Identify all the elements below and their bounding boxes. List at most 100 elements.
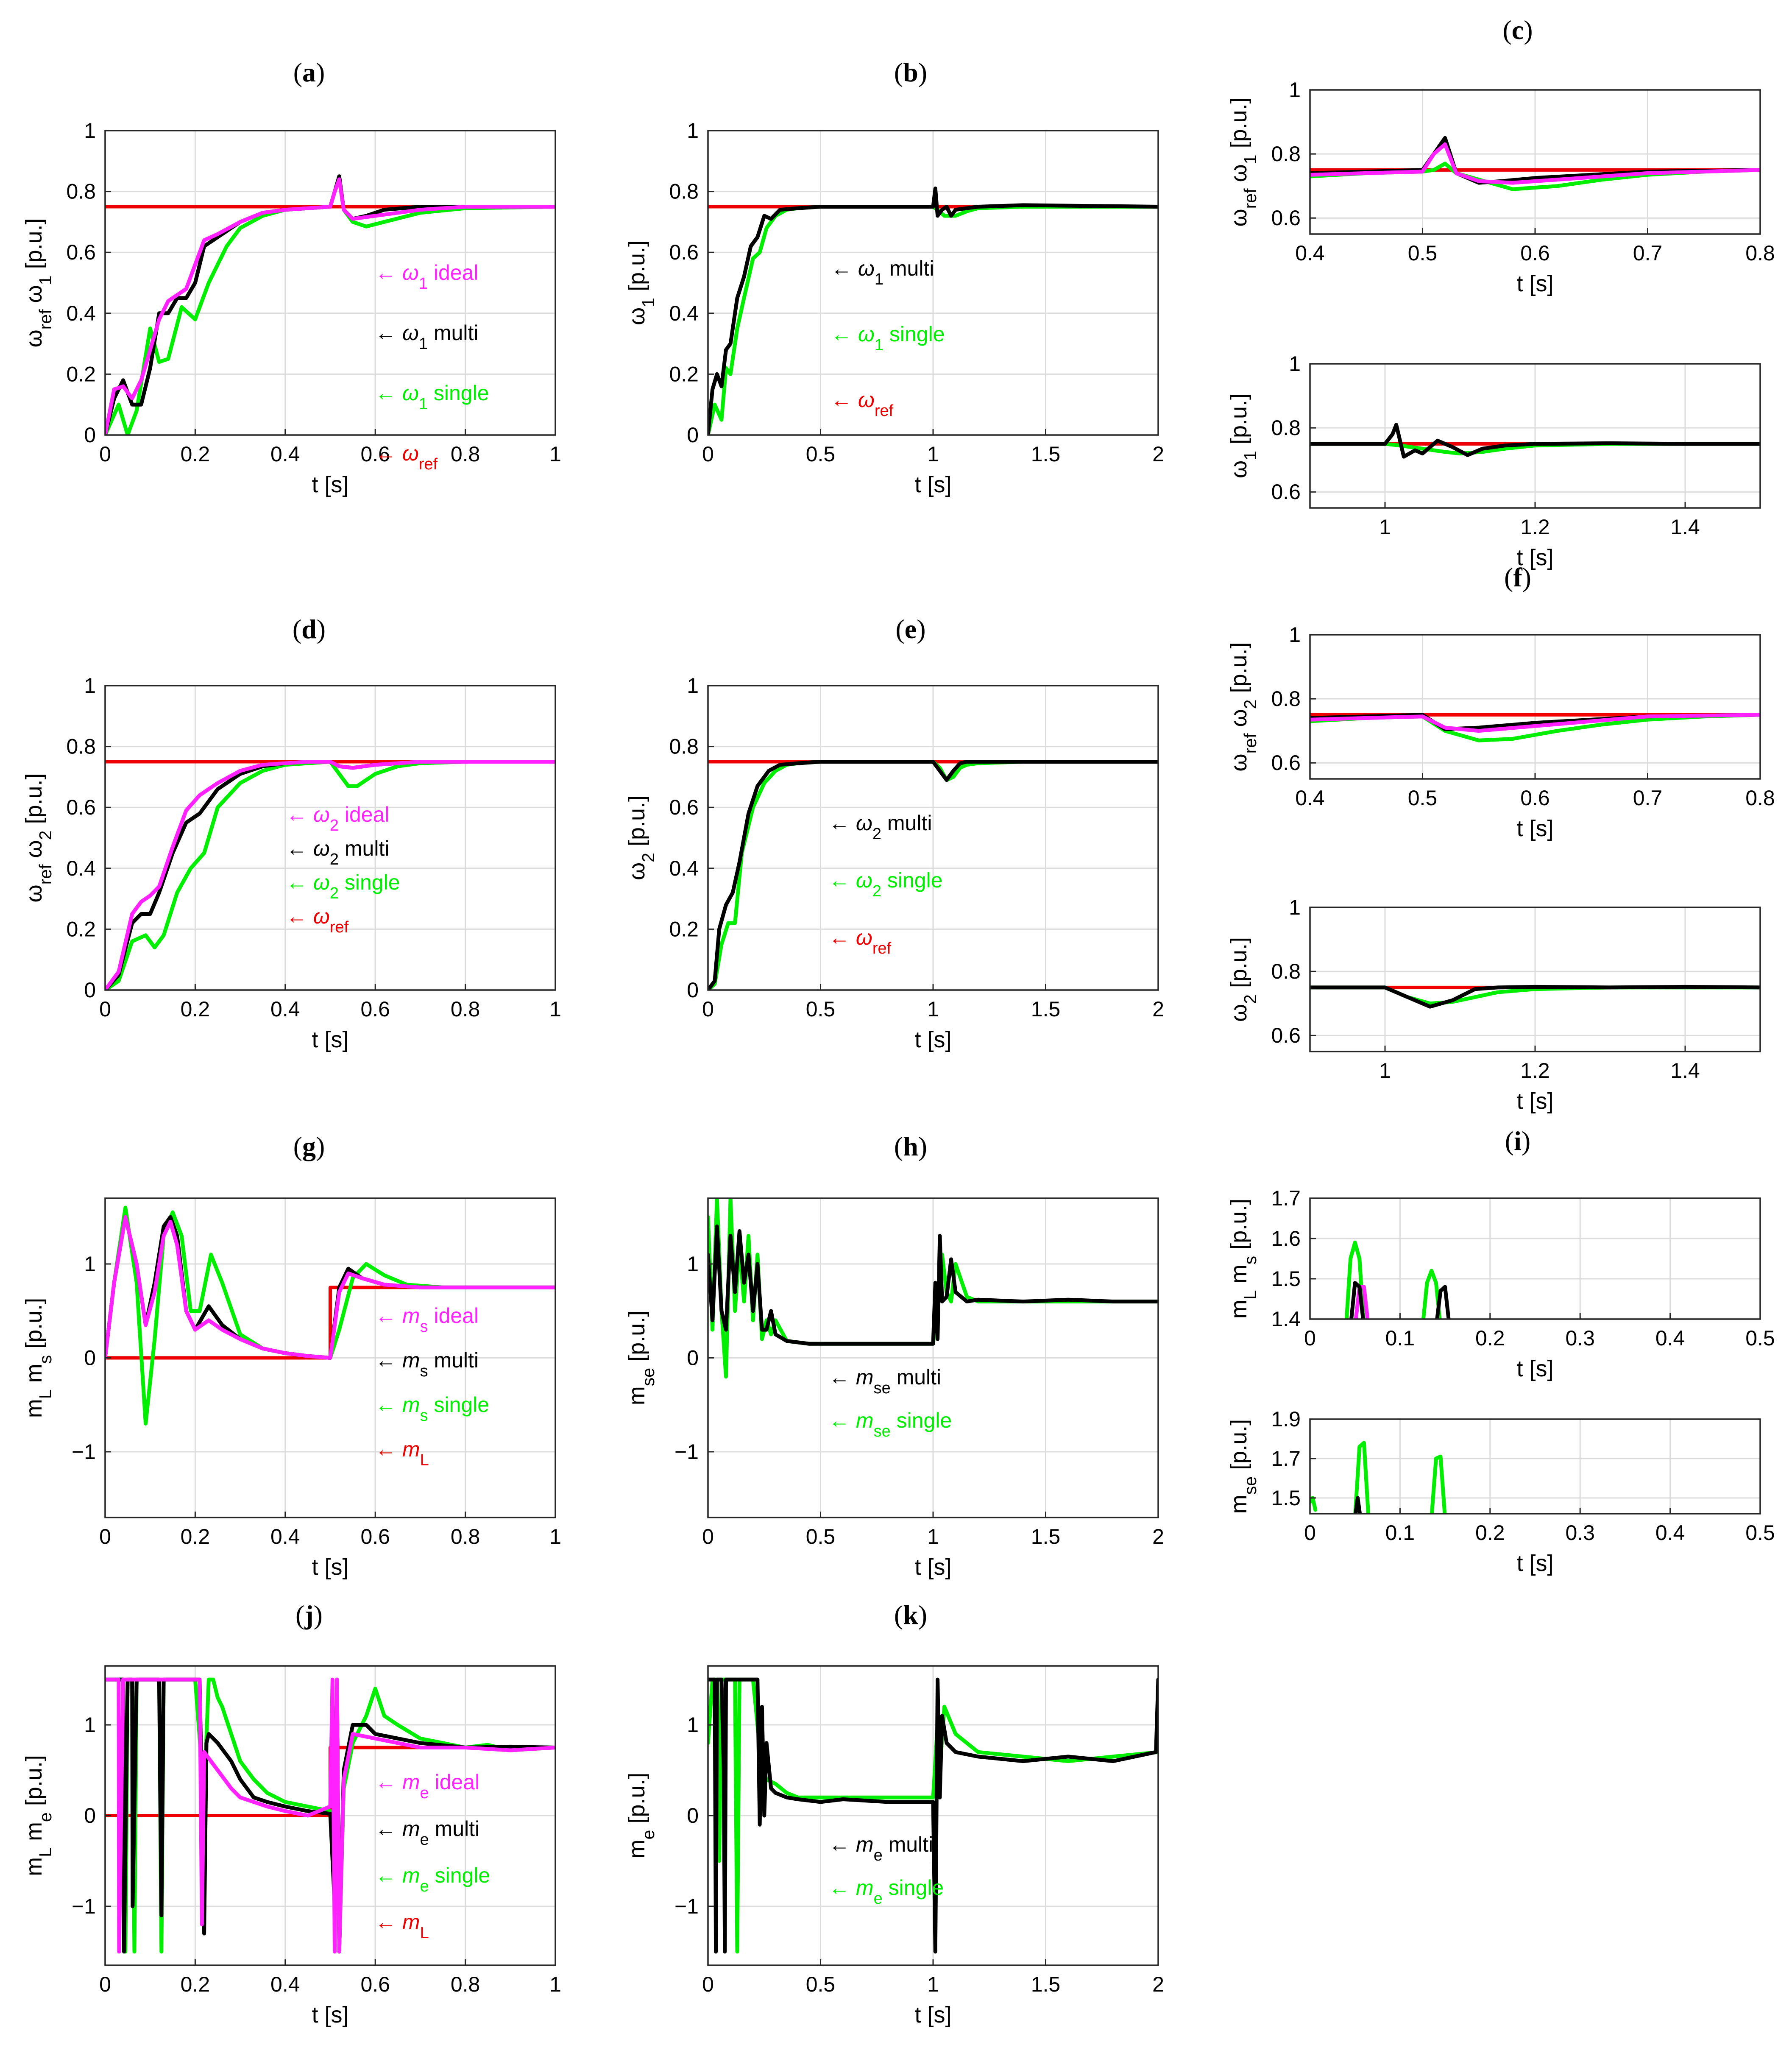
c1-x-tick-label-3: 0.7 <box>1633 241 1663 265</box>
i2-series-m-se-multi <box>1353 1496 1362 1514</box>
i2-x-tick-label-1: 0.1 <box>1385 1521 1415 1545</box>
b-y-tick-label-4: 0.8 <box>669 180 699 204</box>
d-series-group <box>105 760 555 990</box>
c2-x-tick-label-2: 1.4 <box>1670 515 1700 539</box>
e-y-axis-label: ω2 [p.u.] <box>624 795 658 880</box>
c1-x-tick-label-2: 0.6 <box>1520 241 1550 265</box>
i2-x-tick-label-5: 0.5 <box>1745 1521 1775 1545</box>
i2-axes-frame <box>1309 1418 1761 1515</box>
i1-x-tick-label-2: 0.2 <box>1475 1326 1505 1350</box>
i1-x-tick-label-0: 0 <box>1304 1326 1316 1350</box>
e-legend-item-2: ← ωref <box>829 926 892 957</box>
b-y-tick-label-1: 0.2 <box>669 362 699 386</box>
k-y-axis-label: me [p.u.] <box>624 1773 658 1859</box>
c1-y-axis-label: ωref ω1 [p.u.] <box>1226 97 1260 226</box>
e-y-tick-label-1: 0.2 <box>669 917 699 941</box>
h-x-tick-label-1: 0.5 <box>806 1525 836 1548</box>
i1-y-tick-label-0: 1.4 <box>1271 1307 1301 1331</box>
d-y-axis-label: ωref ω2 [p.u.] <box>21 773 55 902</box>
j-y-tick-label-0: −1 <box>72 1894 96 1918</box>
i2-series-m-se-single-c <box>1430 1454 1447 1514</box>
e-y-tick-label-5: 1 <box>687 674 699 697</box>
panel-i1: 0 0.1 0.2 0.3 0.4 0.5 1.4 1.5 1.6 1.7 t [s] mL ms [… <box>1226 1126 1775 1381</box>
f2-y-tick-label-1: 0.8 <box>1271 960 1301 983</box>
e-y-tick-label-3: 0.6 <box>669 795 699 819</box>
h-y-tick-label-2: 1 <box>687 1252 699 1276</box>
d-x-axis-label: t [s] <box>312 1027 348 1052</box>
e-y-tick-label-4: 0.8 <box>669 735 699 759</box>
f1-y-tick-label-2: 1 <box>1289 623 1301 647</box>
i2-y-tick-label-2: 1.9 <box>1271 1407 1301 1431</box>
f2-x-tick-label-1: 1.2 <box>1520 1059 1550 1082</box>
d-y-tick-label-0: 0 <box>84 978 96 1002</box>
b-x-axis-label: t [s] <box>914 472 951 497</box>
b-x-tick-label-3: 1.5 <box>1031 442 1061 466</box>
a-y-tick-label-4: 0.8 <box>66 180 96 204</box>
b-x-tick-label-0: 0 <box>702 442 714 466</box>
h-legend-item-0: ← mse multi <box>829 1365 941 1397</box>
d-x-tick-label-3: 0.6 <box>360 997 390 1021</box>
f1-y-tick-label-1: 0.8 <box>1271 687 1301 711</box>
i1-axes-frame <box>1309 1197 1761 1320</box>
c2-series-group <box>1310 423 1760 459</box>
f1-x-tick-label-0: 0.4 <box>1295 786 1325 810</box>
f1-panel-title: (f) <box>1504 562 1531 592</box>
f2-y-tick-label-2: 1 <box>1289 895 1301 919</box>
j-y-axis-label: mL me [p.u.] <box>21 1755 55 1876</box>
d-x-tick-label-1: 0.2 <box>181 997 210 1021</box>
i2-series-group <box>1310 1441 1447 1514</box>
g-x-tick-label-1: 0.2 <box>181 1525 210 1548</box>
k-y-tick-label-1: 0 <box>687 1804 699 1827</box>
i1-series-m-s-multi <box>1349 1281 1365 1319</box>
d-x-tick-label-0: 0 <box>99 997 111 1021</box>
a-x-tick-label-4: 0.8 <box>451 442 480 466</box>
f2-series--2-multi <box>1310 985 1760 1009</box>
b-x-tick-label-4: 2 <box>1152 442 1164 466</box>
i2-x-tick-label-3: 0.3 <box>1565 1521 1595 1545</box>
g-series-m-s-ideal <box>105 1215 555 1360</box>
c1-y-tick-label-0: 0.6 <box>1271 206 1301 230</box>
g-legend-item-1: ← ms multi <box>375 1348 479 1380</box>
c1-series-group <box>1310 136 1760 191</box>
i2-y-tick-label-0: 1.5 <box>1271 1486 1301 1510</box>
j-panel-title: (j) <box>295 1600 323 1630</box>
i2-plot-area <box>1310 1419 1760 1514</box>
a-x-tick-label-2: 0.4 <box>270 442 300 466</box>
d-legend-item-1: ← ω2 multi <box>286 837 389 868</box>
j-legend-item-2: ← me single <box>375 1864 490 1895</box>
c1-y-tick-label-1: 0.8 <box>1271 142 1301 166</box>
d-x-tick-label-5: 1 <box>549 997 561 1021</box>
i1-x-tick-label-3: 0.3 <box>1565 1326 1595 1350</box>
a-series--1-single <box>105 177 555 435</box>
i1-y-axis-label: mL ms [p.u.] <box>1226 1199 1260 1319</box>
i2-y-axis-label: mse [p.u.] <box>1226 1419 1260 1514</box>
f1-x-tick-label-1: 0.5 <box>1408 786 1438 810</box>
d-series--2-ideal <box>105 760 555 990</box>
e-legend-item-0: ← ω2 multi <box>829 811 932 843</box>
j-x-axis-label: t [s] <box>312 2002 348 2028</box>
i1-y-tick-label-1: 1.5 <box>1271 1267 1301 1291</box>
j-series-group <box>105 1677 555 1954</box>
j-x-tick-label-0: 0 <box>99 1972 111 1996</box>
i1-y-tick-label-3: 1.7 <box>1271 1186 1301 1210</box>
k-series-group <box>708 1677 1158 1954</box>
b-y-tick-label-2: 0.4 <box>669 301 699 325</box>
b-legend-item-2: ← ωref <box>831 388 894 420</box>
i2-x-tick-label-4: 0.4 <box>1655 1521 1685 1545</box>
d-legend-item-2: ← ω2 single <box>286 870 400 902</box>
a-y-tick-label-2: 0.4 <box>66 301 96 325</box>
a-legend-item-3: ← ωref <box>375 441 438 473</box>
panel-d: 0 0.2 0.4 0.6 0.8 1 0 0.2 0.4 0.6 0.8 1 t [s] ωref ω2… <box>21 614 561 1052</box>
j-series-m-e-ideal <box>105 1677 555 1954</box>
j-series-m-e-multi <box>105 1677 555 1954</box>
g-y-tick-label-0: −1 <box>72 1440 96 1464</box>
f1-x-tick-label-3: 0.7 <box>1633 786 1663 810</box>
k-legend-item-0: ← me multi <box>829 1833 933 1864</box>
e-y-tick-label-0: 0 <box>687 978 699 1002</box>
a-x-tick-label-3: 0.6 <box>360 442 390 466</box>
f1-x-tick-label-2: 0.6 <box>1520 786 1550 810</box>
g-y-axis-label: mL ms [p.u.] <box>21 1298 55 1418</box>
i2-x-tick-label-2: 0.2 <box>1475 1521 1505 1545</box>
a-legend-item-1: ← ω1 multi <box>375 321 478 353</box>
k-panel-title: (k) <box>894 1600 927 1630</box>
